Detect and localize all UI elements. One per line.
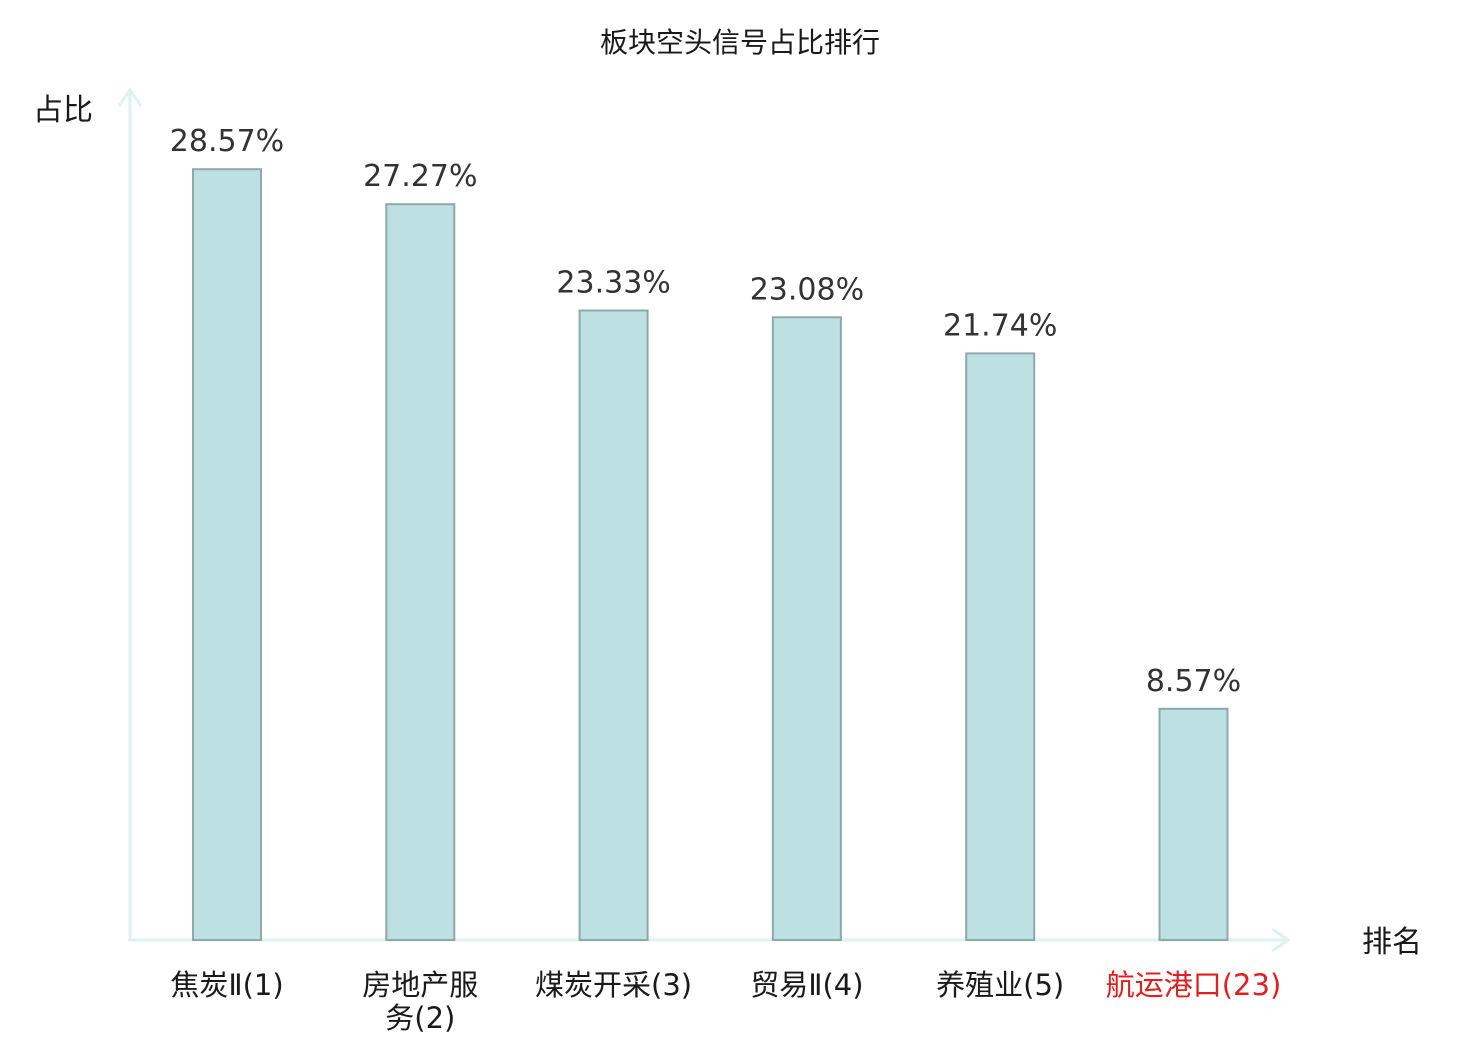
category-label-3: 煤炭开采(3) [535, 968, 692, 1002]
y-axis-arrow [117, 87, 143, 107]
category-label-5: 养殖业(5) [936, 968, 1064, 1002]
y-axis [117, 87, 143, 940]
bars-group [192, 168, 1229, 941]
x-axis [128, 927, 1291, 953]
value-label-3: 23.33% [556, 266, 670, 301]
bar-6 [1158, 707, 1229, 941]
bar-3 [578, 309, 649, 941]
value-label-6: 8.57% [1146, 664, 1241, 699]
value-label-4: 23.08% [750, 272, 864, 307]
bar-1 [192, 168, 262, 941]
bar-5 [965, 352, 1036, 941]
bar-4 [771, 316, 842, 941]
value-labels-group: 28.57% 27.27% 23.33% 23.08% 21.74% 8.57% [170, 124, 1241, 699]
chart-title: 板块空头信号占比排行 [600, 26, 880, 59]
value-label-5: 21.74% [943, 308, 1057, 343]
x-axis-label: 排名 [1362, 925, 1422, 960]
category-label-4: 贸易Ⅱ(4) [750, 968, 863, 1002]
bar-2 [385, 203, 456, 941]
y-axis-label: 占比 [33, 93, 93, 128]
value-label-2: 27.27% [363, 159, 477, 194]
category-label-1: 焦炭Ⅱ(1) [170, 968, 283, 1002]
value-label-1: 28.57% [170, 124, 284, 159]
category-label-6: 航运港口(23) [1106, 968, 1282, 1002]
category-label-2-line-1: 房地产服 [362, 968, 478, 1002]
x-axis-arrow [1271, 927, 1291, 953]
category-label-2-line-2: 务(2) [385, 1001, 455, 1035]
